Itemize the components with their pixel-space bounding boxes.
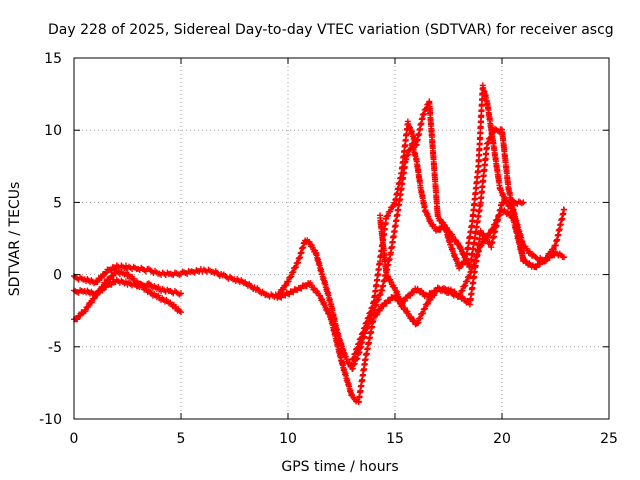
data-point <box>455 240 462 247</box>
y-tick-label: 10 <box>44 123 62 139</box>
data-point <box>88 299 95 306</box>
data-point <box>520 257 527 264</box>
data-point <box>85 303 92 310</box>
y-tick-label: 15 <box>44 51 62 67</box>
x-tick-label: 25 <box>600 431 618 447</box>
data-point <box>178 309 184 316</box>
data-point <box>380 303 387 310</box>
data-point <box>122 262 129 269</box>
data-point <box>561 206 568 213</box>
plot-frame <box>73 57 610 420</box>
series-trace_f <box>377 197 527 308</box>
data-point <box>387 208 394 215</box>
data-point <box>122 278 129 285</box>
x-tick-label: 15 <box>386 431 404 447</box>
data-point <box>99 287 106 294</box>
chart-title: Day 228 of 2025, Sidereal Day-to-day VTE… <box>48 22 614 38</box>
data-point <box>283 282 290 289</box>
data-point <box>401 304 408 311</box>
data-point <box>402 297 409 304</box>
data-point <box>94 278 101 285</box>
data-point <box>520 199 527 206</box>
data-point <box>98 274 105 281</box>
data-point <box>77 312 84 319</box>
data-point <box>537 261 544 268</box>
data-point <box>383 300 390 307</box>
data-point <box>94 290 101 297</box>
data-point <box>176 308 183 315</box>
data-point <box>74 316 81 323</box>
data-point <box>544 254 551 261</box>
data-point <box>374 311 381 318</box>
data-point <box>398 301 405 308</box>
y-tick-label: -5 <box>48 340 62 356</box>
x-axis-label: GPS time / hours <box>281 459 398 475</box>
data-point <box>384 212 391 219</box>
data-point <box>541 258 548 265</box>
data-series <box>71 82 568 406</box>
grid-lines <box>74 58 609 419</box>
x-tick-label: 20 <box>493 431 511 447</box>
data-point <box>425 293 432 300</box>
data-point <box>370 315 377 322</box>
data-point <box>280 286 287 293</box>
axes: 0 5 10 15 20 25 -10 -5 0 5 10 15 <box>39 51 618 447</box>
data-point <box>387 297 394 304</box>
data-point <box>533 264 540 271</box>
data-point <box>427 296 434 303</box>
data-point <box>561 254 568 261</box>
data-point <box>424 300 431 307</box>
series-trace_e <box>349 98 527 363</box>
data-point <box>110 272 117 279</box>
x-tick-label: 10 <box>279 431 297 447</box>
data-point <box>407 292 414 299</box>
data-point <box>459 261 466 268</box>
y-tick-label: 5 <box>53 195 62 211</box>
data-point <box>82 307 89 314</box>
data-point <box>548 250 555 257</box>
y-tick-label: -10 <box>39 412 62 428</box>
data-point <box>430 290 437 297</box>
series-trace_c <box>71 276 184 298</box>
data-point <box>550 246 557 253</box>
data-point <box>178 290 184 297</box>
y-tick-label: 0 <box>53 268 62 284</box>
data-point <box>102 270 109 277</box>
data-point <box>391 199 398 206</box>
data-point <box>456 265 463 272</box>
data-point <box>437 226 444 233</box>
x-tick-label: 0 <box>70 431 79 447</box>
y-axis-label: SDTVAR / TECUs <box>7 182 23 297</box>
data-point <box>376 307 383 314</box>
x-tick-label: 5 <box>177 431 186 447</box>
